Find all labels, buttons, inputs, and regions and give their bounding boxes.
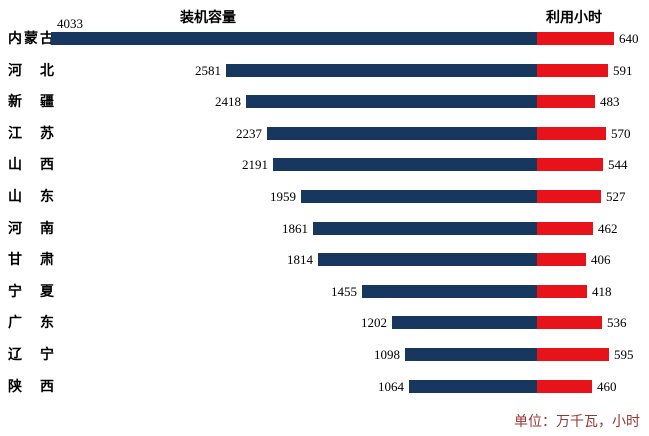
capacity-bar	[273, 158, 537, 172]
chart-row: 河北 2581 591	[0, 61, 649, 84]
hours-value-label: 595	[614, 347, 634, 362]
unit-note: 单位：万千瓦，小时	[514, 413, 640, 429]
capacity-value-label: 4033	[57, 16, 83, 31]
hours-bar	[537, 316, 602, 330]
chart-title-capacity: 装机容量	[180, 9, 236, 25]
hours-bar	[537, 379, 592, 393]
capacity-value-label: 1455	[331, 283, 357, 299]
hours-bar	[537, 284, 587, 298]
capacity-bar	[313, 221, 537, 235]
capacity-bar	[405, 348, 537, 361]
hours-value-label: 640	[619, 31, 639, 46]
category-label: 陕西	[8, 377, 54, 394]
hours-bar	[537, 221, 593, 235]
chart-row: 江苏 2237 570	[0, 124, 649, 147]
chart-row: 陕西 1064 460	[0, 377, 649, 400]
capacity-bar	[362, 284, 537, 298]
chart-row: 辽宁 1098 595	[0, 346, 649, 368]
capacity-value-label: 1959	[270, 189, 296, 204]
hours-bar	[537, 190, 601, 203]
category-label: 山西	[8, 156, 54, 173]
category-label: 新疆	[8, 93, 54, 110]
hours-value-label: 591	[613, 62, 633, 78]
capacity-value-label: 2418	[215, 94, 241, 110]
chart-row: 河南 1861 462	[0, 219, 649, 242]
chart-row: 宁夏 1455 418	[0, 282, 649, 305]
capacity-value-label: 2191	[242, 157, 268, 173]
capacity-bar	[246, 95, 537, 109]
chart-row: 甘肃 1814 406	[0, 251, 649, 273]
chart-row: 新疆 2418 483	[0, 93, 649, 115]
capacity-value-label: 2581	[195, 62, 221, 78]
capacity-value-label: 1861	[282, 220, 308, 236]
hours-bar	[537, 126, 606, 140]
category-label: 辽宁	[8, 346, 54, 362]
hours-bar	[537, 63, 608, 77]
capacity-value-label: 2237	[236, 125, 262, 141]
capacity-bar	[226, 63, 537, 77]
chart-row: 广东 1202 536	[0, 314, 649, 336]
hours-bar	[537, 253, 586, 267]
hours-bar	[537, 95, 595, 109]
chart-title-hours: 利用小时	[546, 9, 602, 25]
hours-bar	[537, 158, 603, 172]
hours-bar	[537, 32, 614, 45]
category-label: 河北	[8, 61, 54, 78]
category-label: 广东	[8, 314, 54, 331]
capacity-value-label: 1098	[374, 347, 400, 362]
category-label: 宁夏	[8, 282, 54, 299]
hours-bar	[537, 348, 609, 361]
hours-value-label: 527	[606, 189, 626, 204]
hours-value-label: 406	[591, 252, 611, 268]
hours-value-label: 483	[600, 94, 620, 110]
capacity-bar	[409, 379, 537, 393]
hours-value-label: 536	[607, 315, 627, 331]
category-label: 江苏	[8, 124, 54, 141]
chart-row: 山西 2191 544	[0, 156, 649, 178]
chart-row: 山东 1959 527	[0, 188, 649, 210]
hours-value-label: 462	[598, 220, 618, 236]
chart-row: 内蒙古 4033 640	[0, 17, 649, 52]
capacity-value-label: 1202	[361, 315, 387, 331]
capacity-value-label: 1064	[378, 378, 404, 394]
capacity-bar	[51, 32, 537, 45]
category-label: 山东	[8, 188, 54, 204]
category-label: 河南	[8, 219, 54, 236]
capacity-bar	[392, 316, 537, 330]
category-label: 内蒙古	[8, 30, 54, 46]
hours-value-label: 460	[597, 378, 617, 394]
capacity-bar	[267, 126, 537, 140]
hours-value-label: 570	[611, 125, 631, 141]
hours-value-label: 544	[608, 157, 628, 173]
hours-value-label: 418	[592, 283, 612, 299]
category-label: 甘肃	[8, 251, 54, 268]
capacity-value-label: 1814	[287, 252, 313, 268]
capacity-bar	[318, 253, 537, 267]
capacity-bar	[301, 190, 537, 203]
